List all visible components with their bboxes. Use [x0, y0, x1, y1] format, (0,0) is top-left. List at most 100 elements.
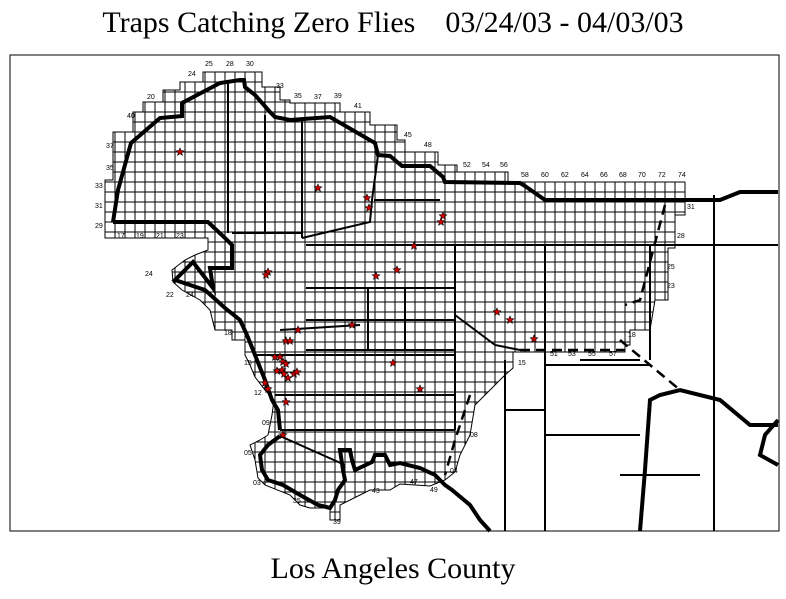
grid-label: 70 [638, 172, 646, 179]
grid-label: 22 [166, 292, 174, 299]
red-star-icon [278, 430, 288, 439]
grid-label: 04 [450, 468, 458, 475]
red-star-icon [281, 397, 291, 406]
red-star-icon [292, 367, 302, 376]
grid-label: 35 [294, 93, 302, 100]
grid-label: 24 [188, 71, 196, 78]
grid-label: 20 [147, 94, 155, 101]
grid-label: 53 [568, 351, 576, 358]
red-star-icon [175, 147, 185, 156]
city-boundary [279, 435, 346, 466]
city-boundary [454, 314, 521, 351]
grid-label: 30 [246, 61, 254, 68]
grid-label: 21 [156, 233, 164, 240]
grid-label: 40 [127, 113, 135, 120]
grid-label: 29 [95, 223, 103, 230]
red-star-icon [388, 358, 398, 367]
grid-label: 18 [628, 332, 636, 339]
grid-label: 45 [404, 132, 412, 139]
red-star-icon [313, 183, 323, 192]
county-boundary [638, 387, 778, 532]
grid-label: 39 [334, 93, 342, 100]
red-star-icon [281, 359, 291, 368]
grid-label: 05 [244, 450, 252, 457]
red-star-icon [279, 369, 289, 378]
red-star-icon [529, 334, 539, 343]
grid-label: 60 [541, 172, 549, 179]
red-star-icon [263, 384, 273, 393]
grid-label: 58 [521, 172, 529, 179]
grid-label: 57 [609, 351, 617, 358]
red-star-icon [362, 193, 372, 202]
grid-label: 31 [687, 204, 695, 211]
grid-label: 15 [518, 360, 526, 367]
red-star-icon [409, 241, 419, 250]
grid-label: 66 [600, 172, 608, 179]
grid-label: 25 [667, 264, 675, 271]
grid-label: 33 [276, 83, 284, 90]
grid-label: 18 [224, 330, 232, 337]
grid-label: 51 [550, 351, 558, 358]
grid-label: 23 [667, 283, 675, 290]
grid-label: 41 [354, 103, 362, 110]
red-star-icon [436, 217, 446, 226]
grid-label: 49 [430, 487, 438, 494]
red-star-icon [364, 203, 374, 212]
red-star-icon [371, 271, 381, 280]
red-star-icon [415, 384, 425, 393]
grid-label: 25 [205, 61, 213, 68]
grid-label: 56 [500, 162, 508, 169]
grid-label: 15 [244, 360, 252, 367]
trap-markers [175, 147, 539, 439]
grid-label: 47 [410, 479, 418, 486]
county-boundary [111, 78, 778, 223]
grid-label: 03 [253, 480, 261, 487]
grid-label: 23 [176, 233, 184, 240]
red-star-icon [293, 325, 303, 334]
grid-label: 09 [262, 420, 270, 427]
red-star-icon [438, 211, 448, 220]
grid-label: 54 [482, 162, 490, 169]
grid-label: 35 [106, 165, 114, 172]
grid-label: 37 [314, 94, 322, 101]
grid-label: 08 [470, 432, 478, 439]
grid-label: 28 [677, 233, 685, 240]
grid-label: 55 [588, 351, 596, 358]
grid-label: 72 [658, 172, 666, 179]
red-star-icon [285, 336, 295, 345]
city-boundaries [111, 78, 780, 533]
grid-label: 17 [117, 233, 125, 240]
grid-labels: 25 28 30 24 33 35 37 39 41 45 48 52 54 56 58 60 62 64 66 68… [95, 61, 695, 526]
grid-label: 19 [136, 233, 144, 240]
grid-label: 24 [186, 292, 194, 299]
grid-label: 24 [145, 271, 153, 278]
red-star-icon [283, 373, 293, 382]
red-star-icon [392, 265, 402, 274]
grid-label: 39 [333, 519, 341, 526]
grid-label: 31 [95, 203, 103, 210]
county-label: Los Angeles County [270, 552, 516, 585]
county-boundary [757, 418, 780, 467]
grid-label: 43 [372, 488, 380, 495]
grid-label: 33 [95, 183, 103, 190]
grid-label: 37 [106, 143, 114, 150]
grid-label: 74 [678, 172, 686, 179]
map-title: Traps Catching Zero Flies 03/24/03 - 04/… [102, 6, 684, 39]
grid-label: 64 [581, 172, 589, 179]
dashed-boundary [443, 394, 472, 476]
county-boundary [257, 434, 492, 533]
red-star-icon [347, 320, 357, 329]
grid-label: 62 [561, 172, 569, 179]
red-star-icon [261, 270, 271, 279]
grid-label: 52 [463, 162, 471, 169]
red-star-icon [275, 352, 285, 361]
red-star-icon [492, 307, 502, 316]
grid-label: 28 [226, 61, 234, 68]
grid-label: 35 [293, 498, 301, 505]
city-boundary [279, 324, 361, 331]
grid-label: 12 [254, 390, 262, 397]
red-star-icon [260, 378, 270, 387]
grid-label: 48 [424, 142, 432, 149]
red-star-icon [505, 315, 515, 324]
grid-label: 68 [619, 172, 627, 179]
